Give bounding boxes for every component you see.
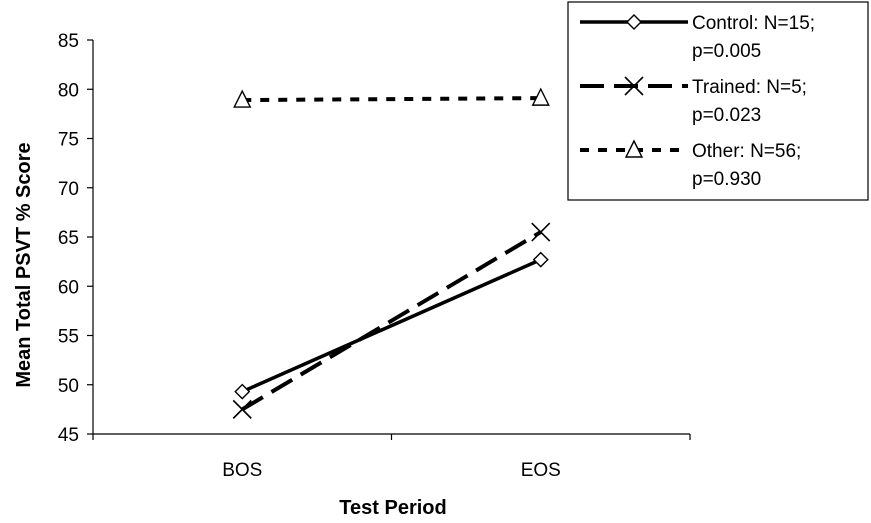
y-tick-label: 50 <box>58 376 79 397</box>
legend-label: p=0.930 <box>692 169 761 190</box>
legend-label: Control: N=15; <box>692 13 815 34</box>
legend-item: Control: N=15; p=0.005 <box>580 13 815 62</box>
y-tick-label: 75 <box>58 130 79 151</box>
y-tick-label: 85 <box>58 31 79 52</box>
legend-label: Other: N=56; <box>692 141 801 162</box>
series-x <box>232 222 551 419</box>
legend-box <box>567 1 869 201</box>
y-tick-label: 45 <box>58 425 79 446</box>
legend-swatch-marker <box>626 14 642 30</box>
series-diamond <box>234 251 549 400</box>
data-point <box>233 89 252 108</box>
y-tick-label: 55 <box>58 327 79 348</box>
y-tick-label: 70 <box>58 179 79 200</box>
data-point <box>531 222 551 242</box>
axes: 45 50 55 60 65 70 75 80 85 BOS EOS <box>58 31 691 481</box>
legend-item: Other: N=56; p=0.930 <box>580 139 801 190</box>
y-tick-label: 80 <box>58 80 79 101</box>
series-layer <box>232 87 551 419</box>
series-line <box>241 258 542 394</box>
legend-item: Trained: N=5; p=0.023 <box>580 76 807 126</box>
y-tick-label: 65 <box>58 228 79 249</box>
x-tick-label: BOS <box>222 460 262 481</box>
legend-label: Trained: N=5; <box>692 77 807 98</box>
y-tick-label: 60 <box>58 277 79 298</box>
legend-swatch-marker <box>624 139 644 158</box>
data-point <box>532 251 549 268</box>
data-point <box>232 399 252 419</box>
data-point <box>531 87 550 106</box>
x-axis-title: Test Period <box>339 497 446 519</box>
legend-swatch-marker <box>624 76 644 96</box>
legend: Control: N=15; p=0.005 Trained: N=5; p=0.02… <box>567 1 869 201</box>
legend-label: p=0.005 <box>692 41 761 62</box>
series-line <box>242 96 541 103</box>
x-tick-label: EOS <box>521 460 561 481</box>
legend-label: p=0.023 <box>692 105 761 126</box>
series-line <box>241 230 542 412</box>
series-triangle <box>233 87 550 108</box>
y-axis-title: Mean Total PSVT % Score <box>13 142 35 387</box>
data-point <box>234 383 251 400</box>
